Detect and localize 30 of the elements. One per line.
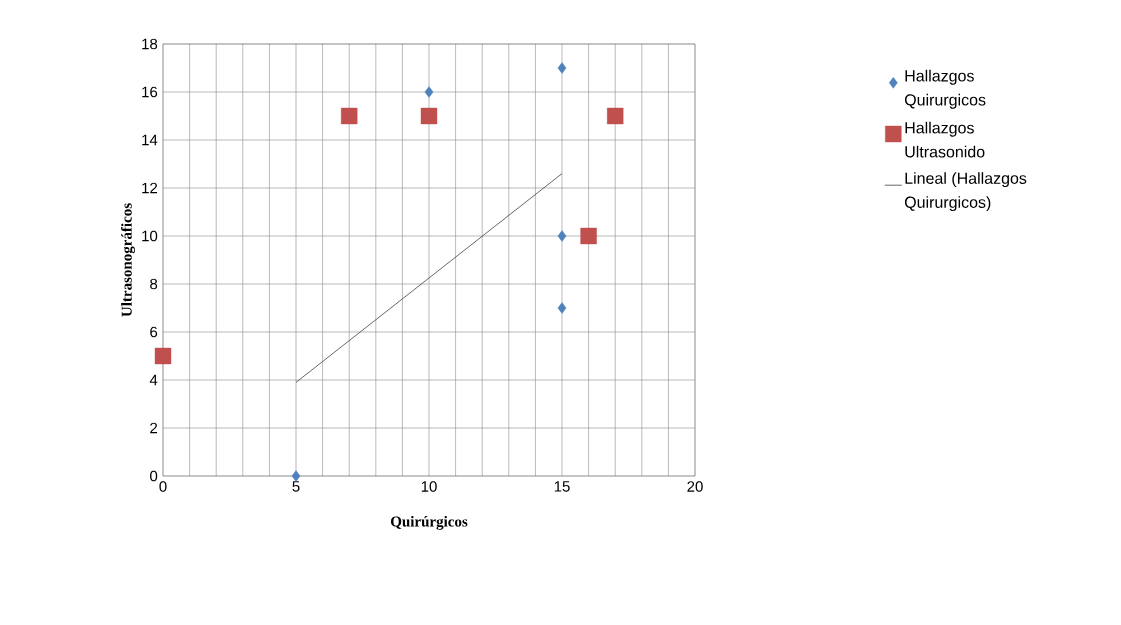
point [154,347,172,365]
point [341,107,358,125]
y-tick-label: 10 [142,230,158,242]
y-tick-label: 12 [142,182,158,194]
point [607,107,624,125]
legend-label: Lineal (Hallazgos Quirurgicos) [904,172,1027,212]
point [557,302,567,314]
point [557,230,567,242]
x-axis-title: Quirúrgicos [390,516,468,530]
point [291,470,301,482]
y-tick-label: 14 [142,134,158,146]
legend-label: Hallazgos Ultrasonido [905,121,985,158]
y-tick-label: 4 [149,374,158,386]
point [424,86,434,98]
point [557,62,567,74]
y-tick-label: 0 [150,470,158,482]
x-tick-label: 0 [159,481,167,492]
y-tick-label: 2 [150,422,158,434]
legend-label: Hallazgos Quirurgicos [904,69,986,109]
x-tick-label: 10 [421,481,437,492]
x-tick-label: 15 [554,481,570,492]
y-tick-label: 18 [142,38,158,50]
y-tick-label: 6 [150,326,158,338]
y-tick-label: 8 [150,278,158,290]
point [420,107,438,125]
point [580,227,597,245]
y-tick-label: 16 [142,86,158,98]
x-tick-label: 20 [687,481,703,492]
x-tick-label: 5 [292,481,300,492]
y-axis-title: Ultrasonográficos [121,203,135,317]
